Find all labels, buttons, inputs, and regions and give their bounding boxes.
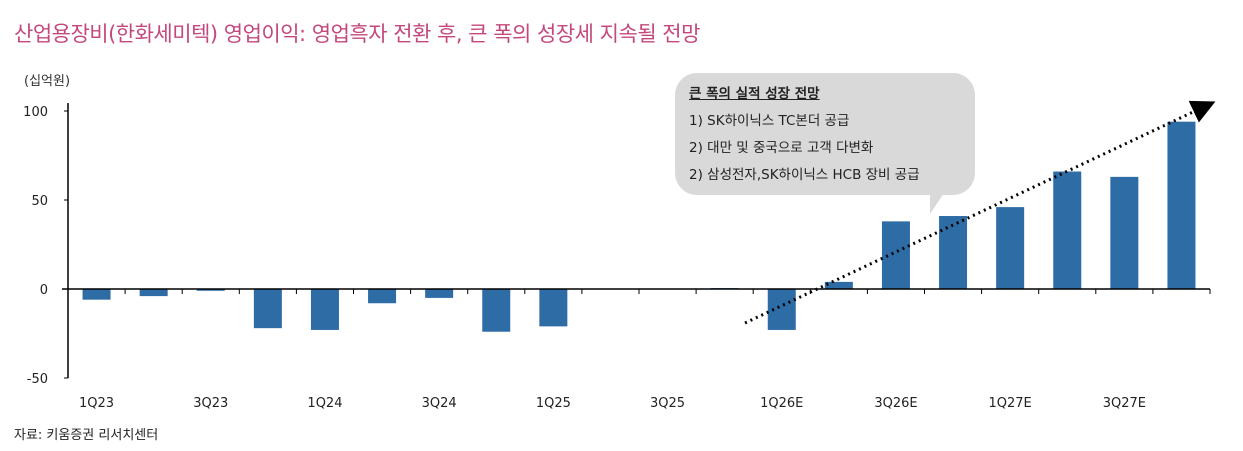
bar-3Q24 <box>425 289 454 298</box>
x-tick-label: 3Q26E <box>874 396 917 411</box>
y-tick-label: 100 <box>23 105 48 120</box>
x-tick-label: 1Q24 <box>307 396 342 411</box>
source-note: 자료: 키움증권 리서치센터 <box>14 428 159 443</box>
bar-1Q27E <box>996 207 1025 289</box>
x-tick-label: 1Q25 <box>536 396 571 411</box>
x-tick-label: 1Q27E <box>989 396 1032 411</box>
y-tick-label: -50 <box>27 372 48 387</box>
callout-box: 큰 폭의 실적 성장 전망 1) SK하이닉스 TC본더 공급 2) 대만 및 … <box>675 73 975 195</box>
callout-line: 1) SK하이닉스 TC본더 공급 <box>689 113 850 129</box>
chart-title: 산업용장비(한화세미텍) 영업이익: 영업흑자 전환 후, 큰 폭의 성장세 지… <box>14 22 700 46</box>
x-tick-label: 3Q27E <box>1103 396 1146 411</box>
bar-4Q27E <box>1167 121 1196 290</box>
bar-2Q23 <box>139 289 168 297</box>
y-axis-unit-label: (십억원) <box>24 74 71 89</box>
x-tick-label: 3Q24 <box>422 396 457 411</box>
callout-tail <box>930 190 946 214</box>
callout-line: 2) 대만 및 중국으로 고객 다변화 <box>689 140 874 156</box>
y-tick-label: 50 <box>31 194 48 209</box>
bar-4Q23 <box>253 289 282 329</box>
x-tick-label: 3Q25 <box>650 396 685 411</box>
bar-2Q27E <box>1053 171 1082 289</box>
bar-2Q26E <box>824 281 853 289</box>
bar-1Q25 <box>539 289 568 327</box>
bar-3Q27E <box>1110 176 1139 289</box>
trend-arrow <box>744 100 1216 325</box>
bar-1Q24 <box>310 289 339 330</box>
callout-heading: 큰 폭의 실적 성장 전망 <box>689 86 820 102</box>
callout-line: 2) 삼성전자,SK하이닉스 HCB 장비 공급 <box>689 167 920 183</box>
bar-1Q23 <box>82 289 111 300</box>
bar-4Q26E <box>939 216 968 289</box>
x-tick-label: 1Q23 <box>79 396 114 411</box>
bar-4Q24 <box>482 289 511 332</box>
x-tick-label: 1Q26E <box>760 396 803 411</box>
bar-2Q24 <box>368 289 397 304</box>
y-tick-label: 0 <box>40 283 48 298</box>
x-tick-label: 3Q23 <box>193 396 228 411</box>
bar-3Q23 <box>196 289 225 291</box>
